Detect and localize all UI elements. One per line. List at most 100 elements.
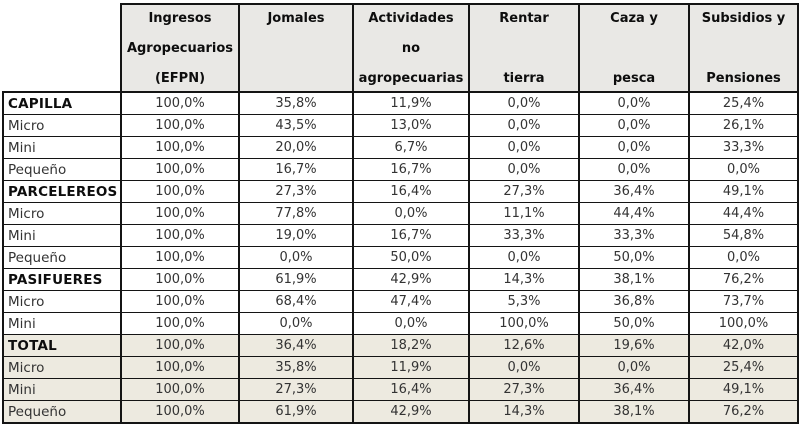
column-header-subsidios: Subsidios y Pensiones	[688, 3, 799, 93]
value-cell: 12,6%	[468, 334, 580, 357]
value-cell: 35,8%	[238, 356, 354, 379]
table-row: Pequeño 100,0% 0,0% 50,0% 0,0% 50,0% 0,0%	[2, 246, 799, 269]
table-row: TOTAL 100,0% 36,4% 18,2% 12,6% 19,6% 42,0%	[2, 334, 799, 357]
value-cell: 33,3%	[578, 224, 690, 247]
value-cell: 0,0%	[352, 202, 470, 225]
value-cell: 100,0%	[120, 334, 240, 357]
table-row: Mini 100,0% 19,0% 16,7% 33,3% 33,3% 54,8%	[2, 224, 799, 247]
value-cell: 0,0%	[238, 246, 354, 269]
value-cell: 20,0%	[238, 136, 354, 159]
value-cell: 100,0%	[120, 246, 240, 269]
value-cell: 54,8%	[688, 224, 799, 247]
row-label-cell: Micro	[2, 114, 122, 137]
header-line: (EFPN)	[154, 71, 206, 86]
value-cell: 16,4%	[352, 180, 470, 203]
value-cell: 0,0%	[688, 246, 799, 269]
row-label-cell: PASIFUERES	[2, 268, 122, 291]
value-cell: 61,9%	[238, 400, 354, 424]
value-cell: 100,0%	[120, 180, 240, 203]
value-cell: 100,0%	[120, 224, 240, 247]
value-cell: 76,2%	[688, 268, 799, 291]
value-cell: 61,9%	[238, 268, 354, 291]
value-cell: 36,8%	[578, 290, 690, 313]
value-cell: 42,9%	[352, 268, 470, 291]
value-cell: 42,0%	[688, 334, 799, 357]
column-header-caza-pesca: Caza y pesca	[578, 3, 690, 93]
value-cell: 100,0%	[120, 114, 240, 137]
value-cell: 26,1%	[688, 114, 799, 137]
value-cell: 27,3%	[468, 378, 580, 401]
row-label-cell: TOTAL	[2, 334, 122, 357]
value-cell: 100,0%	[120, 158, 240, 181]
value-cell: 25,4%	[688, 356, 799, 379]
table-row: Mini 100,0% 27,3% 16,4% 27,3% 36,4% 49,1%	[2, 378, 799, 401]
table-body: CAPILLA 100,0% 35,8% 11,9% 0,0% 0,0% 25,4% Micr…	[2, 91, 799, 424]
value-cell: 100,0%	[120, 400, 240, 424]
value-cell: 73,7%	[688, 290, 799, 313]
value-cell: 100,0%	[120, 312, 240, 335]
header-row: Ingresos Agropecuarios (EFPN) Jomales Ac…	[3, 3, 799, 93]
value-cell: 76,2%	[688, 400, 799, 424]
value-cell: 68,4%	[238, 290, 354, 313]
value-cell: 11,9%	[352, 91, 470, 115]
value-cell: 0,0%	[578, 114, 690, 137]
value-cell: 0,0%	[468, 136, 580, 159]
value-cell: 0,0%	[578, 136, 690, 159]
value-cell: 100,0%	[120, 268, 240, 291]
row-label-cell: Micro	[2, 290, 122, 313]
value-cell: 0,0%	[468, 91, 580, 115]
value-cell: 6,7%	[352, 136, 470, 159]
header-line: Jomales	[267, 11, 325, 26]
row-label-cell: Pequeño	[2, 400, 122, 424]
value-cell: 0,0%	[468, 158, 580, 181]
row-label-cell: Micro	[2, 202, 122, 225]
value-cell: 19,6%	[578, 334, 690, 357]
value-cell: 100,0%	[688, 312, 799, 335]
row-label-cell: Mini	[2, 136, 122, 159]
value-cell: 16,7%	[238, 158, 354, 181]
value-cell: 0,0%	[468, 356, 580, 379]
table-row: Micro 100,0% 35,8% 11,9% 0,0% 0,0% 25,4%	[2, 356, 799, 379]
header-line: Subsidios y	[701, 11, 786, 26]
value-cell: 100,0%	[120, 290, 240, 313]
value-cell: 100,0%	[120, 356, 240, 379]
value-cell: 36,4%	[578, 378, 690, 401]
value-cell: 16,4%	[352, 378, 470, 401]
value-cell: 25,4%	[688, 91, 799, 115]
value-cell: 19,0%	[238, 224, 354, 247]
value-cell: 0,0%	[578, 158, 690, 181]
table-row: Micro 100,0% 77,8% 0,0% 11,1% 44,4% 44,4%	[2, 202, 799, 225]
table-row: Pequeño 100,0% 61,9% 42,9% 14,3% 38,1% 76,2%	[2, 400, 799, 424]
table-row: CAPILLA 100,0% 35,8% 11,9% 0,0% 0,0% 25,4%	[2, 91, 799, 115]
value-cell: 43,5%	[238, 114, 354, 137]
row-label-cell: Pequeño	[2, 158, 122, 181]
value-cell: 36,4%	[238, 334, 354, 357]
value-cell: 27,3%	[238, 378, 354, 401]
header-line: agropecuarias	[358, 71, 464, 86]
value-cell: 44,4%	[578, 202, 690, 225]
value-cell: 50,0%	[578, 246, 690, 269]
corner-cell	[3, 4, 121, 92]
value-cell: 38,1%	[578, 268, 690, 291]
value-cell: 38,1%	[578, 400, 690, 424]
value-cell: 35,8%	[238, 91, 354, 115]
value-cell: 77,8%	[238, 202, 354, 225]
table-row: Mini 100,0% 0,0% 0,0% 100,0% 50,0% 100,0%	[2, 312, 799, 335]
table-row: Mini 100,0% 20,0% 6,7% 0,0% 0,0% 33,3%	[2, 136, 799, 159]
value-cell: 50,0%	[578, 312, 690, 335]
value-cell: 14,3%	[468, 268, 580, 291]
row-label-cell: Mini	[2, 224, 122, 247]
value-cell: 11,9%	[352, 356, 470, 379]
value-cell: 0,0%	[468, 246, 580, 269]
row-label-cell: Micro	[2, 356, 122, 379]
value-cell: 100,0%	[468, 312, 580, 335]
table-row: Pequeño 100,0% 16,7% 16,7% 0,0% 0,0% 0,0%	[2, 158, 799, 181]
table-row: PASIFUERES 100,0% 61,9% 42,9% 14,3% 38,1% 76,2…	[2, 268, 799, 291]
value-cell: 100,0%	[120, 91, 240, 115]
value-cell: 0,0%	[578, 356, 690, 379]
header-line: no	[401, 41, 421, 56]
header-line: tierra	[503, 71, 545, 86]
value-cell: 0,0%	[578, 91, 690, 115]
column-header-actividades: Actividades no agropecuarias	[352, 3, 470, 93]
